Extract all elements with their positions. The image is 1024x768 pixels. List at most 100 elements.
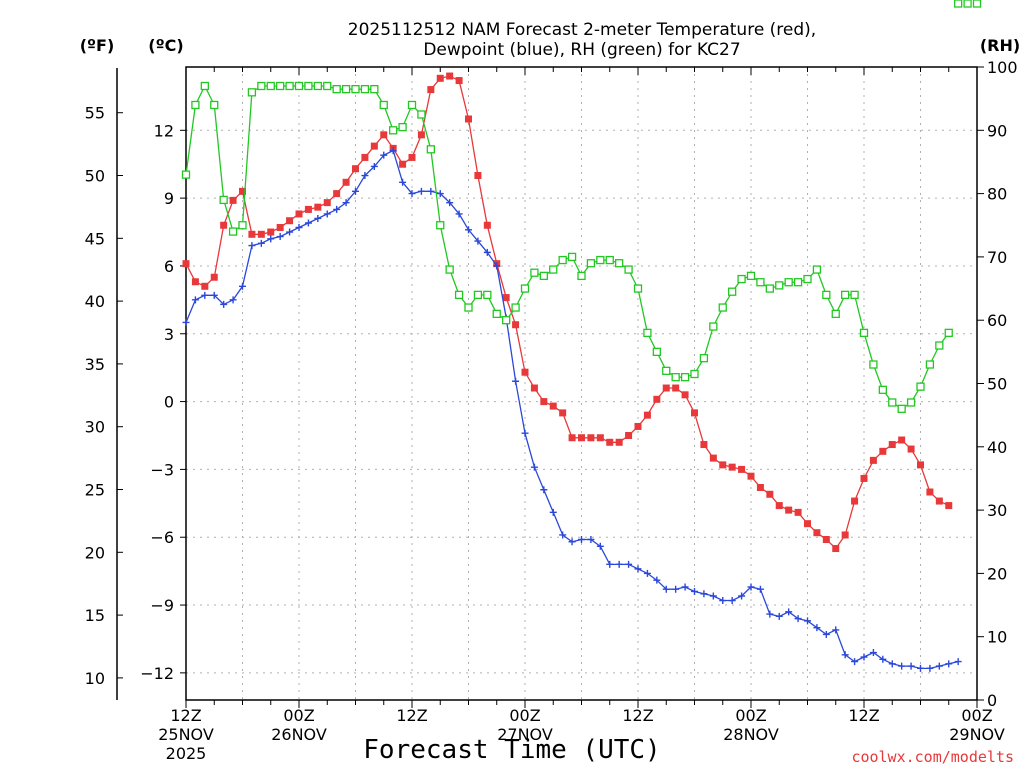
- rh-tick-label: 40: [987, 438, 1007, 457]
- rh-point: [841, 290, 850, 300]
- 2-meter-temperature-point: [822, 535, 830, 543]
- celsius-unit-label: (ºC): [148, 36, 183, 55]
- rh-tick-label: 30: [987, 501, 1007, 520]
- 2-meter-temperature-point: [446, 72, 454, 80]
- rh-point: [436, 221, 445, 230]
- celsius-tick-label: 0: [164, 393, 174, 412]
- 2-meter-temperature-point: [295, 210, 303, 218]
- dewpoint-point: [427, 187, 435, 195]
- celsius-tick-label: 12: [154, 121, 174, 140]
- x-tick-label: 00Z: [509, 706, 540, 725]
- 2-meter-temperature-point: [634, 422, 642, 430]
- dewpoint-point: [756, 585, 764, 593]
- rh-point: [257, 81, 266, 91]
- rh-point: [417, 110, 426, 119]
- dewpoint-point: [295, 224, 303, 232]
- 2-meter-temperature-point: [719, 461, 727, 469]
- dewpoint-point: [672, 585, 680, 593]
- fahrenheit-tick-label: 50: [85, 167, 105, 186]
- rh-point: [709, 322, 718, 331]
- 2-meter-temperature-point: [540, 398, 548, 406]
- rh-point: [972, 0, 982, 8]
- 2-meter-temperature-line: [185, 75, 950, 550]
- 2-meter-temperature-point: [408, 153, 416, 161]
- rh-tick-label: 100: [987, 58, 1018, 77]
- rh-point: [191, 100, 200, 110]
- rh-point: [718, 303, 727, 312]
- rh-point: [935, 341, 944, 350]
- dewpoint-point: [625, 560, 633, 568]
- 2-meter-temperature-point: [907, 445, 915, 453]
- dewpoint-point: [775, 612, 783, 620]
- rh-point: [577, 271, 586, 281]
- dewpoint-point: [615, 560, 623, 568]
- dewpoint-point: [709, 592, 717, 600]
- rh-point: [784, 278, 793, 287]
- rh-tick-label: 10: [987, 628, 1007, 647]
- rh-point: [878, 385, 887, 394]
- 2-meter-temperature-point: [945, 502, 953, 510]
- dewpoint-point: [417, 187, 425, 195]
- dewpoint-point: [643, 569, 651, 577]
- dewpoint-point: [926, 664, 934, 672]
- 2-meter-temperature-point: [700, 441, 708, 449]
- rh-point: [210, 100, 219, 110]
- rh-point: [728, 287, 737, 296]
- 2-meter-temperature-point: [191, 278, 199, 286]
- dewpoint-point: [822, 630, 830, 638]
- fahrenheit-tick-label: 25: [85, 481, 105, 500]
- celsius-tick-label: −3: [150, 460, 174, 479]
- dewpoint-point: [898, 662, 906, 670]
- dewpoint-point: [907, 662, 915, 670]
- rh-point: [323, 81, 332, 91]
- dewpoint-point: [276, 233, 284, 241]
- rh-point: [859, 328, 869, 338]
- fahrenheit-tick-label: 30: [85, 418, 105, 437]
- 2-meter-temperature-point: [606, 438, 614, 446]
- dewpoint-point: [455, 210, 463, 218]
- 2-meter-temperature-point: [559, 409, 567, 417]
- 2-meter-temperature-point: [766, 490, 774, 498]
- fahrenheit-tick-label: 55: [85, 104, 105, 123]
- dewpoint-point: [549, 508, 557, 516]
- 2-meter-temperature-point: [436, 74, 444, 82]
- 2-meter-temperature-point: [587, 434, 595, 442]
- 2-meter-temperature-point: [267, 228, 275, 236]
- x-tick-label: 25NOV: [158, 725, 214, 744]
- 2-meter-temperature-point: [578, 434, 585, 442]
- dewpoint-point: [239, 282, 246, 290]
- 2-meter-temperature-point: [813, 529, 821, 537]
- rh-point: [558, 255, 567, 265]
- rh-point: [671, 373, 680, 382]
- data-series: [182, 0, 982, 672]
- 2-meter-temperature-point: [370, 142, 378, 150]
- dewpoint-point: [813, 624, 821, 632]
- 2-meter-temperature-point: [229, 196, 237, 204]
- rh-point: [445, 265, 454, 274]
- dewpoint-point: [446, 199, 454, 207]
- rh-tick-label: 60: [987, 311, 1007, 330]
- 2-meter-temperature-point: [804, 520, 811, 528]
- 2-meter-temperature-point: [926, 488, 934, 496]
- rh-point: [398, 122, 407, 132]
- rh-point: [869, 360, 878, 369]
- dewpoint-point: [182, 318, 190, 326]
- rh-point: [680, 373, 690, 382]
- celsius-tick-label: 6: [164, 257, 174, 276]
- rh-point: [662, 366, 671, 375]
- 2-meter-temperature-point: [220, 221, 228, 229]
- rh-point: [511, 303, 520, 312]
- 2-meter-temperature-point: [276, 224, 284, 232]
- dewpoint-point: [728, 597, 736, 605]
- 2-meter-temperature-point: [427, 86, 435, 94]
- dewpoint-point: [474, 237, 482, 245]
- 2-meter-temperature-point: [417, 131, 425, 139]
- dewpoint-point: [399, 178, 407, 186]
- dewpoint-point: [493, 262, 501, 270]
- rh-point: [633, 284, 643, 293]
- 2-meter-temperature-point: [832, 545, 840, 553]
- x-axis-title: Forecast Time (UTC): [363, 735, 660, 765]
- x-tick-label: 00Z: [283, 706, 314, 725]
- celsius-tick-label: 3: [164, 325, 174, 344]
